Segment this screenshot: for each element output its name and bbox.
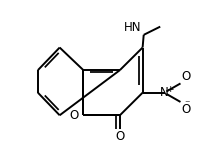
Text: O: O (182, 70, 191, 83)
Text: +: + (166, 85, 173, 94)
Text: ⁻: ⁻ (185, 100, 190, 110)
Text: O: O (182, 103, 191, 116)
Text: O: O (115, 130, 124, 143)
Text: N: N (160, 86, 169, 99)
Text: HN: HN (124, 21, 142, 34)
Text: O: O (70, 109, 79, 122)
